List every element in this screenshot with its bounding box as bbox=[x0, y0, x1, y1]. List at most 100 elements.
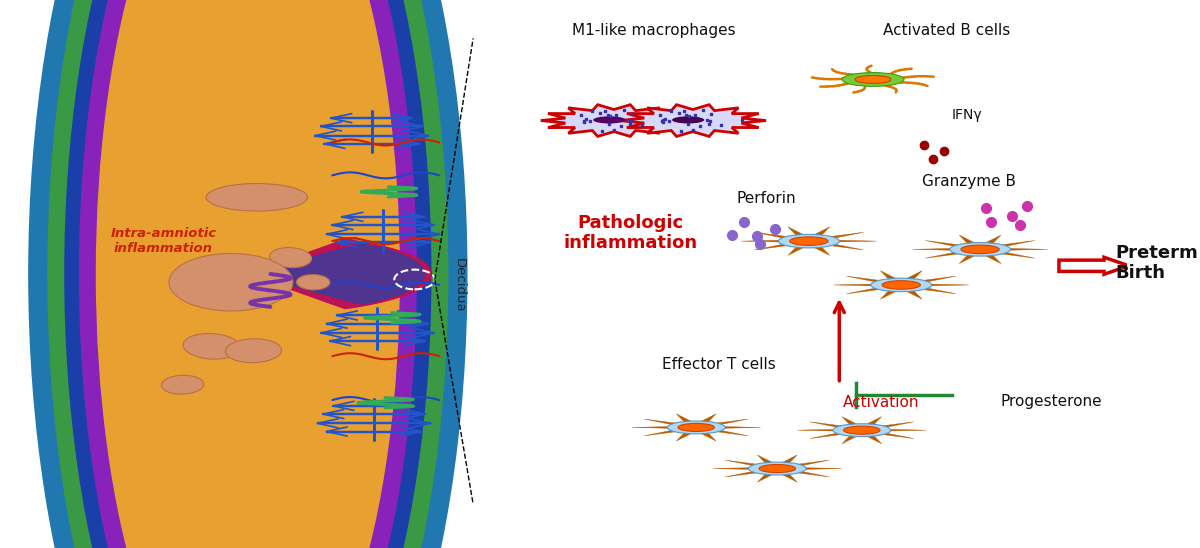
Polygon shape bbox=[997, 252, 1034, 258]
Ellipse shape bbox=[961, 245, 1000, 254]
Polygon shape bbox=[248, 244, 425, 304]
Polygon shape bbox=[826, 232, 864, 239]
Polygon shape bbox=[793, 460, 829, 466]
Polygon shape bbox=[959, 254, 977, 264]
Polygon shape bbox=[788, 227, 805, 236]
Polygon shape bbox=[905, 290, 922, 299]
Ellipse shape bbox=[749, 462, 806, 475]
Ellipse shape bbox=[790, 237, 828, 246]
Polygon shape bbox=[700, 432, 716, 441]
Ellipse shape bbox=[779, 235, 839, 248]
Polygon shape bbox=[713, 419, 748, 425]
Polygon shape bbox=[925, 241, 962, 247]
Polygon shape bbox=[812, 227, 829, 236]
Polygon shape bbox=[925, 252, 962, 258]
Text: Progesterone: Progesterone bbox=[1001, 393, 1102, 409]
Ellipse shape bbox=[96, 0, 400, 548]
Polygon shape bbox=[925, 284, 968, 286]
Ellipse shape bbox=[667, 421, 725, 434]
Polygon shape bbox=[833, 240, 876, 242]
Polygon shape bbox=[842, 416, 859, 426]
Text: M1-like macrophages: M1-like macrophages bbox=[571, 22, 736, 38]
Polygon shape bbox=[810, 432, 846, 438]
Polygon shape bbox=[905, 271, 922, 280]
Polygon shape bbox=[959, 235, 977, 244]
Polygon shape bbox=[248, 239, 432, 309]
Text: Activated B cells: Activated B cells bbox=[883, 22, 1010, 38]
Polygon shape bbox=[798, 429, 839, 431]
Ellipse shape bbox=[842, 72, 904, 87]
Polygon shape bbox=[742, 240, 785, 242]
Polygon shape bbox=[725, 460, 761, 466]
Ellipse shape bbox=[949, 243, 1010, 256]
Polygon shape bbox=[644, 419, 680, 425]
Ellipse shape bbox=[169, 253, 293, 311]
Ellipse shape bbox=[672, 116, 704, 123]
Ellipse shape bbox=[882, 281, 920, 289]
Ellipse shape bbox=[226, 339, 282, 363]
Polygon shape bbox=[865, 435, 882, 444]
Polygon shape bbox=[865, 416, 882, 426]
Polygon shape bbox=[846, 287, 884, 294]
Polygon shape bbox=[644, 430, 680, 436]
Polygon shape bbox=[757, 455, 774, 464]
Polygon shape bbox=[846, 276, 884, 283]
Polygon shape bbox=[1004, 248, 1048, 250]
Polygon shape bbox=[700, 414, 716, 423]
Ellipse shape bbox=[871, 278, 931, 292]
Polygon shape bbox=[997, 241, 1034, 247]
Polygon shape bbox=[812, 246, 829, 255]
Polygon shape bbox=[881, 271, 898, 280]
Polygon shape bbox=[677, 414, 694, 423]
Ellipse shape bbox=[760, 465, 796, 472]
Text: Preterm
Birth: Preterm Birth bbox=[1115, 244, 1198, 282]
Ellipse shape bbox=[206, 184, 307, 211]
Text: Decidua: Decidua bbox=[454, 258, 466, 312]
Polygon shape bbox=[884, 429, 926, 431]
Ellipse shape bbox=[65, 0, 432, 548]
Ellipse shape bbox=[593, 116, 625, 123]
Text: Effector T cells: Effector T cells bbox=[662, 357, 775, 372]
Ellipse shape bbox=[856, 76, 892, 83]
Polygon shape bbox=[757, 473, 774, 482]
Polygon shape bbox=[878, 422, 913, 428]
Polygon shape bbox=[984, 235, 1001, 244]
Text: IFNγ: IFNγ bbox=[952, 108, 983, 122]
Polygon shape bbox=[719, 426, 761, 429]
Ellipse shape bbox=[270, 248, 312, 267]
Ellipse shape bbox=[296, 275, 330, 290]
Polygon shape bbox=[725, 471, 761, 477]
Polygon shape bbox=[918, 276, 956, 283]
Text: Intra-amniotic
inflammation: Intra-amniotic inflammation bbox=[110, 227, 216, 255]
Polygon shape bbox=[780, 473, 797, 482]
Text: Pathologic
inflammation: Pathologic inflammation bbox=[564, 214, 698, 252]
Polygon shape bbox=[810, 422, 846, 428]
Text: Granzyme B: Granzyme B bbox=[922, 174, 1016, 190]
Polygon shape bbox=[754, 243, 792, 250]
Polygon shape bbox=[800, 467, 841, 470]
Ellipse shape bbox=[833, 424, 890, 437]
Polygon shape bbox=[788, 246, 805, 255]
Polygon shape bbox=[912, 248, 955, 250]
Polygon shape bbox=[619, 105, 766, 136]
Ellipse shape bbox=[28, 0, 468, 548]
Polygon shape bbox=[793, 471, 829, 477]
Polygon shape bbox=[632, 426, 673, 429]
Ellipse shape bbox=[844, 426, 880, 434]
Ellipse shape bbox=[184, 334, 240, 359]
Ellipse shape bbox=[47, 0, 449, 548]
Polygon shape bbox=[984, 254, 1001, 264]
Ellipse shape bbox=[678, 424, 714, 431]
Polygon shape bbox=[826, 243, 864, 250]
Polygon shape bbox=[878, 432, 913, 438]
Ellipse shape bbox=[79, 0, 416, 548]
Polygon shape bbox=[754, 232, 792, 239]
Polygon shape bbox=[541, 105, 688, 136]
Text: Activation: Activation bbox=[842, 395, 919, 410]
Polygon shape bbox=[780, 455, 797, 464]
Polygon shape bbox=[842, 435, 859, 444]
Polygon shape bbox=[677, 432, 694, 441]
Polygon shape bbox=[881, 290, 898, 299]
Polygon shape bbox=[713, 430, 748, 436]
Polygon shape bbox=[713, 467, 754, 470]
